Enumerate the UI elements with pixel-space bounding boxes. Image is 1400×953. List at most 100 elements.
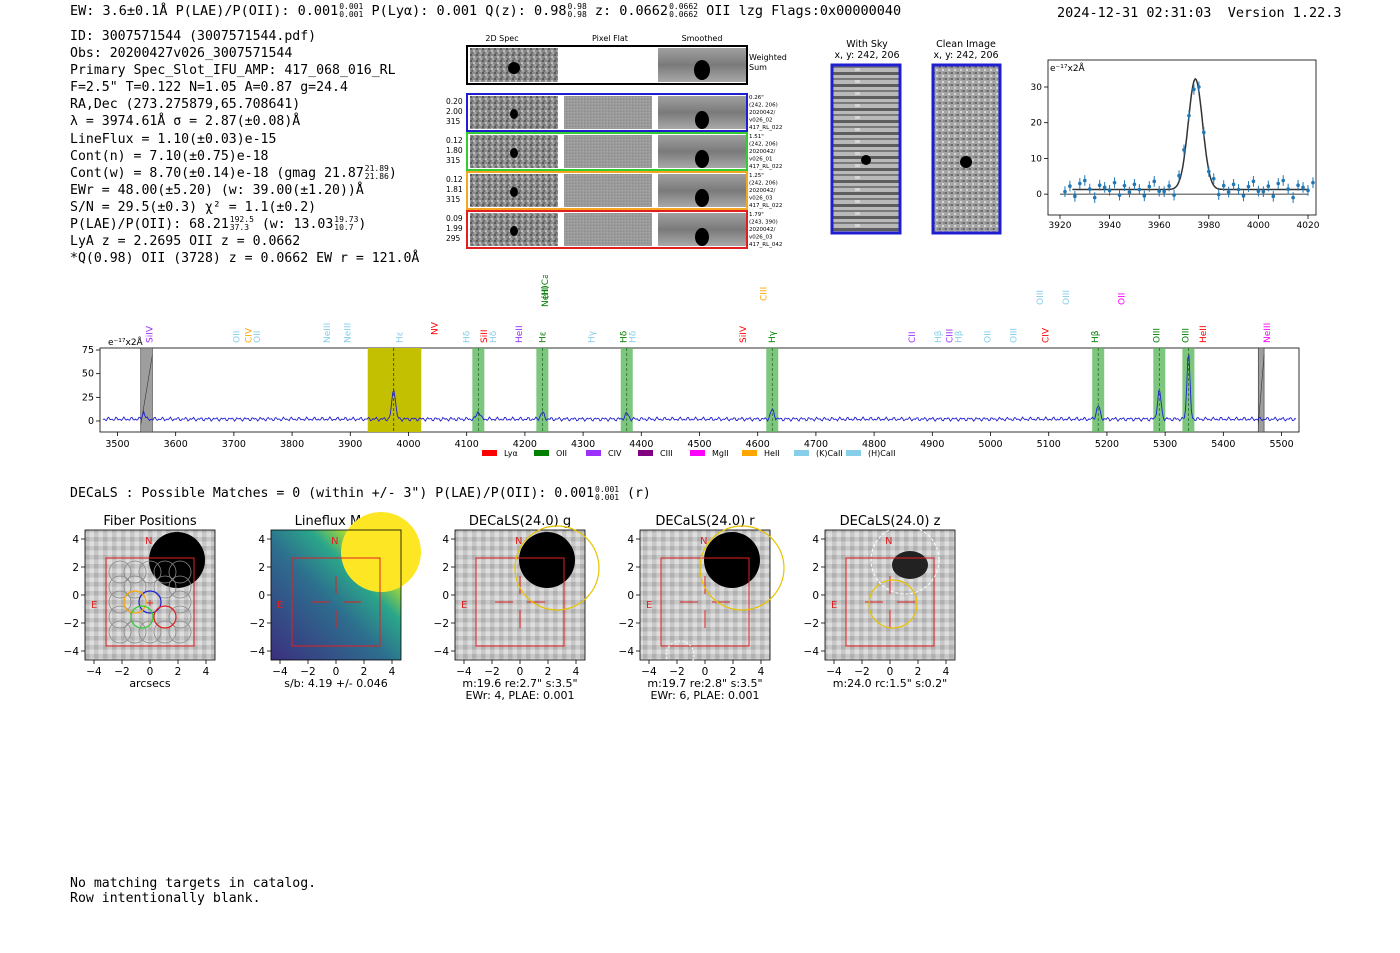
legend-label: CIV [608, 449, 622, 458]
col-header-smoothed: Smoothed [682, 34, 723, 43]
decals-ytick: 2 [72, 562, 79, 574]
spectral-line-label: HeII [515, 325, 525, 343]
spectrum-xtick: 5300 [1153, 439, 1177, 450]
spectral-line-label: Hγ [588, 330, 598, 343]
spectrum-ytick: 75 [82, 345, 94, 356]
legend-swatch [638, 450, 653, 456]
sky-panels: With Sky x, y: 242, 206 Clean Image x, y… [830, 39, 1002, 235]
zoom-data-point [1291, 195, 1295, 200]
decals-xtick: −4 [86, 666, 102, 678]
zoom-data-point [1078, 181, 1082, 186]
zoom-data-point [1236, 187, 1241, 192]
decals-xtick: −2 [854, 666, 869, 678]
qz-hi: 0.98 [567, 2, 587, 11]
zoom-data-point [1276, 181, 1281, 186]
zoom-data-point [1246, 184, 1251, 189]
version: Version 1.22.3 [1227, 5, 1342, 21]
zoom-data-point [1216, 192, 1221, 197]
decals-panel-title: DECaLS(24.0) r [655, 514, 755, 529]
spectrum-xtick: 5400 [1211, 439, 1235, 450]
zoom-data-point [1286, 187, 1290, 191]
decals-ytick: −4 [619, 646, 635, 658]
decals-xtick: 0 [147, 666, 154, 678]
cutout-left-label: 0.12 [446, 136, 463, 145]
spectral-line-label: CIV [244, 327, 254, 343]
zoom-xtick: 3980 [1197, 221, 1220, 231]
cutout-right-label: 2020042/ [749, 110, 775, 116]
cutout-left-label: 2.00 [446, 107, 463, 116]
info-sn: S/N = 29.5(±0.3) χ² = 1.1(±0.2) [70, 199, 317, 215]
spectral-line-label: NV [431, 321, 441, 335]
info-contn: Cont(n) = 7.10(±0.75)e-18 [70, 148, 269, 164]
zoom-data-point [1127, 190, 1132, 194]
decals-xtick: −2 [114, 666, 129, 678]
spectral-line-label: Hδ [620, 330, 630, 343]
info-ewr: EWr = 48.00(±5.20) (w: 39.00(±1.20))Å [70, 182, 364, 198]
spectrum-xtick: 5200 [1095, 439, 1119, 450]
spectral-line-label: Hε [396, 331, 406, 343]
col-header-pixelflat: Pixel Flat [592, 34, 628, 43]
decals-ytick: −2 [434, 618, 449, 630]
spectrum-xtick: 3600 [164, 439, 188, 450]
decals-summary: DECaLS : Possible Matches = 0 (within +/… [70, 485, 651, 502]
decals-xtick: 2 [730, 666, 737, 678]
svg-text:+: + [146, 598, 154, 609]
spectrum-ytick: 50 [82, 369, 94, 380]
spectral-line-label: Hβ [934, 330, 944, 343]
cutout-right-label: 2020042/ [749, 149, 775, 155]
zoom-ytick: 10 [1031, 154, 1043, 164]
spectral-line-label: Hβ [1091, 330, 1101, 343]
spectral-line-label: Hε [538, 331, 548, 343]
legend-swatch [586, 450, 601, 456]
zoom-data-point [1147, 184, 1152, 189]
decals-ytick: −4 [64, 646, 80, 658]
cutout-right-label: v026_03 [749, 235, 773, 241]
info-contw: Cont(w) = 8.70(±0.14)e-18 (gmag 21.87 21.… [70, 163, 397, 181]
decals-panel: Fiber Positions + N E −4 −4 −2 −2 0 0 2 2 4 4 arcsecs [64, 514, 216, 690]
decals-xtick: −4 [641, 666, 657, 678]
cutout-right-label: (242, 206) [749, 103, 778, 109]
zoom-data-point [1256, 189, 1261, 194]
spectrum-ytick: 0 [88, 416, 94, 427]
footer-line-1: No matching targets in catalog. [70, 876, 317, 891]
cutout-left-label: 1.81 [446, 185, 463, 194]
decals-ytick: 0 [258, 590, 265, 602]
info-obs: Obs: 20200427v026_3007571544 [70, 46, 293, 62]
decals-ytick: −2 [250, 618, 265, 630]
zoom-data-point [1107, 188, 1112, 193]
north-marker: N [331, 536, 338, 547]
decals-ytick: 4 [258, 534, 265, 546]
decals-ytick: 4 [72, 534, 79, 546]
north-marker: N [515, 536, 522, 547]
z-lo: 0.0662 [669, 10, 698, 19]
zoom-ytick: 0 [1036, 190, 1042, 200]
spectral-line-label: SiII [480, 329, 490, 343]
zoom-data-point [1207, 169, 1211, 174]
zoom-data-point [1087, 187, 1092, 191]
decals-ytick: −2 [804, 618, 819, 630]
decals-ytick: −4 [804, 646, 820, 658]
decals-xtick: −4 [456, 666, 472, 678]
cutout-right-label: 417_RL_022 [749, 164, 782, 170]
zoom-data-point [1192, 87, 1196, 92]
legend-swatch [794, 450, 809, 456]
spectrum-xtick: 4700 [804, 439, 828, 450]
spectrum-xtick: 5100 [1037, 439, 1061, 450]
spectral-line-label: OIII [1010, 328, 1020, 343]
zoom-data-point [1311, 180, 1315, 185]
zoom-data-point [1172, 193, 1176, 197]
z-hi: 0.0662 [669, 2, 698, 11]
cutout-right-label: 0.26" [749, 95, 764, 101]
zoom-data-point [1063, 189, 1067, 194]
cutout-left-label: 0.09 [446, 214, 463, 223]
spectrum-xtick: 4200 [513, 439, 537, 450]
zoom-data-point [1112, 180, 1117, 185]
decals-xtick: 4 [389, 666, 396, 678]
summary-ew-plae: EW: 3.6±0.1Å P(LAE)/P(OII): 0.001 [70, 3, 339, 19]
decals-xtick: 2 [361, 666, 368, 678]
spectrum-xtick: 3800 [280, 439, 304, 450]
